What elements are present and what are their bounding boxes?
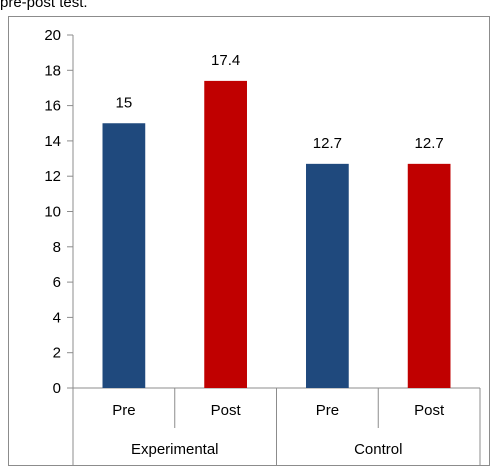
figure-caption: pre-post test. xyxy=(0,0,88,11)
data-label: 12.7 xyxy=(313,135,342,152)
y-tick-label: 6 xyxy=(53,274,61,291)
x-tick-label: Pre xyxy=(112,402,135,419)
x-tick-label: Pre xyxy=(316,402,339,419)
y-tick-label: 4 xyxy=(53,309,61,326)
x-tick-label: Post xyxy=(211,402,242,419)
y-tick-label: 2 xyxy=(53,345,61,362)
data-label: 17.4 xyxy=(211,52,240,69)
y-tick-label: 12 xyxy=(44,168,61,185)
y-tick-label: 20 xyxy=(44,27,61,44)
bar xyxy=(204,80,247,388)
bar xyxy=(306,163,349,388)
y-tick-label: 10 xyxy=(44,204,61,221)
group-label: Experimental xyxy=(131,441,219,458)
x-tick-label: Post xyxy=(414,402,445,419)
data-label: 15 xyxy=(116,94,133,111)
bar xyxy=(407,163,451,388)
y-tick-label: 14 xyxy=(44,133,61,150)
group-label: Control xyxy=(354,441,402,458)
bar xyxy=(102,123,146,388)
y-tick-label: 0 xyxy=(53,380,61,397)
data-label: 12.7 xyxy=(415,135,444,152)
y-tick-label: 16 xyxy=(44,98,61,115)
y-tick-label: 18 xyxy=(44,62,61,79)
chart-frame xyxy=(8,16,490,466)
y-tick-label: 8 xyxy=(53,239,61,256)
